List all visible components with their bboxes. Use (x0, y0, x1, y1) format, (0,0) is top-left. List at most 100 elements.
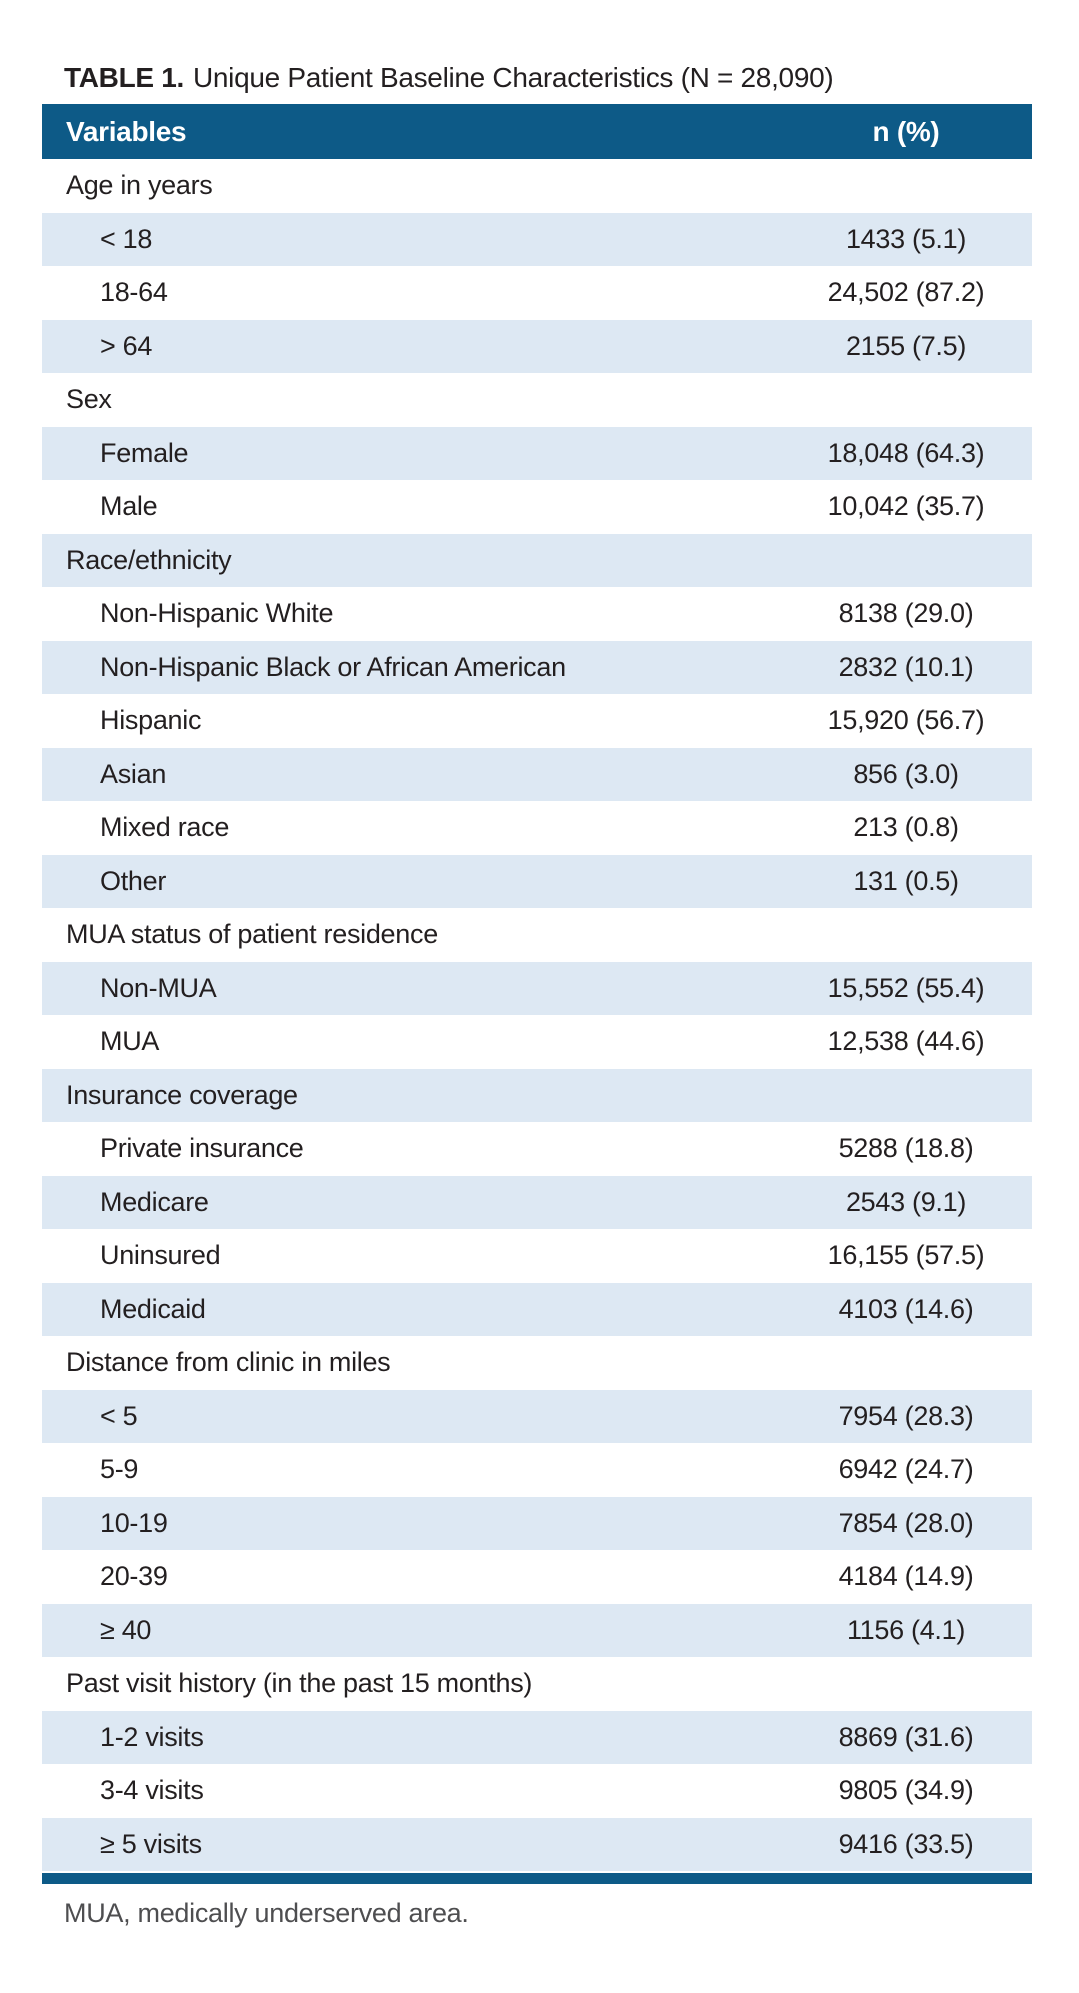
row-value: 2155 (7.5) (845, 330, 967, 361)
row-value: 7854 (28.0) (838, 1507, 974, 1538)
table-row: Medicare 2543 (9.1) (42, 1175, 1032, 1229)
row-label: Non-Hispanic Black or African American (100, 651, 566, 682)
table-row: < 5 7954 (28.3) (42, 1389, 1032, 1443)
row-label: Sex (66, 384, 112, 415)
table-row: 3-4 visits 9805 (34.9) (42, 1764, 1032, 1818)
row-value: 24,502 (87.2) (827, 277, 985, 308)
row-value: 15,920 (56.7) (827, 705, 985, 736)
row-value: 2832 (10.1) (838, 651, 974, 682)
row-value: 9805 (34.9) (838, 1775, 974, 1806)
row-label: Hispanic (100, 705, 202, 736)
row-label: Male (100, 491, 158, 522)
row-label: Medicaid (100, 1293, 206, 1324)
row-label: 20-39 (100, 1561, 168, 1592)
row-label: Non-MUA (100, 972, 217, 1003)
table-row: 10-19 7854 (28.0) (42, 1496, 1032, 1550)
row-label: MUA (100, 1026, 160, 1057)
table-bottom-rule (42, 1873, 1032, 1884)
row-label: Asian (100, 758, 167, 789)
row-label: Race/ethnicity (66, 544, 232, 575)
row-label: > 64 (100, 330, 153, 361)
row-label: Insurance coverage (66, 1079, 298, 1110)
row-label: Female (100, 437, 189, 468)
table-row: Mixed race 213 (0.8) (42, 801, 1032, 855)
row-label: < 18 (100, 223, 153, 254)
row-value: 4103 (14.6) (838, 1293, 974, 1324)
table-row: Non-Hispanic White 8138 (29.0) (42, 587, 1032, 641)
table-row: Non-Hispanic Black or African American 2… (42, 640, 1032, 694)
row-label: 1-2 visits (100, 1721, 204, 1752)
footnote: MUA, medically underserved area. (64, 1898, 469, 1928)
table-row: Female 18,048 (64.3) (42, 426, 1032, 480)
column-header-variables: Variables (66, 115, 187, 147)
table-row: Past visit history (in the past 15 month… (42, 1657, 1032, 1711)
table-row: Hispanic 15,920 (56.7) (42, 694, 1032, 748)
row-value: 213 (0.8) (853, 812, 959, 843)
row-value: 12,538 (44.6) (827, 1026, 985, 1057)
row-label: ≥ 40 (100, 1614, 152, 1645)
row-value: 8869 (31.6) (838, 1721, 974, 1752)
table-row: < 18 1433 (5.1) (42, 212, 1032, 266)
row-value: 10,042 (35.7) (827, 491, 985, 522)
table-row: ≥ 40 1156 (4.1) (42, 1603, 1032, 1657)
row-value: 7954 (28.3) (838, 1400, 974, 1431)
table-row: MUA status of patient residence (42, 908, 1032, 962)
table-row: > 64 2155 (7.5) (42, 319, 1032, 373)
row-label: MUA status of patient residence (66, 919, 438, 950)
table-row: Sex (42, 373, 1032, 427)
table-row: ≥ 5 visits 9416 (33.5) (42, 1817, 1032, 1871)
table-row: 20-39 4184 (14.9) (42, 1550, 1032, 1604)
table-row: Non-MUA 15,552 (55.4) (42, 961, 1032, 1015)
table-row: 5-9 6942 (24.7) (42, 1443, 1032, 1497)
table-row: Asian 856 (3.0) (42, 747, 1032, 801)
row-value: 2543 (9.1) (845, 1186, 967, 1217)
table-row: Medicaid 4103 (14.6) (42, 1282, 1032, 1336)
column-header-n-percent: n (%) (872, 115, 940, 147)
row-label: 18-64 (100, 277, 168, 308)
row-value: 15,552 (55.4) (827, 972, 985, 1003)
row-label: < 5 (100, 1400, 138, 1431)
table-body: Age in years < 18 1433 (5.1) 18-64 24,50… (42, 159, 1032, 1871)
row-label: 10-19 (100, 1507, 168, 1538)
row-label: Private insurance (100, 1133, 304, 1164)
row-label: Distance from clinic in miles (66, 1347, 391, 1378)
row-value: 8138 (29.0) (838, 598, 974, 629)
row-label: ≥ 5 visits (100, 1828, 202, 1859)
row-label: Age in years (66, 170, 213, 201)
row-value: 6942 (24.7) (838, 1454, 974, 1485)
row-value: 5288 (18.8) (838, 1133, 974, 1164)
row-label: Other (100, 865, 167, 896)
table-title-label: TABLE 1. (64, 62, 184, 93)
row-label: Uninsured (100, 1240, 221, 1271)
row-label: Non-Hispanic White (100, 598, 334, 629)
table-row: Distance from clinic in miles (42, 1336, 1032, 1390)
row-value: 16,155 (57.5) (827, 1240, 985, 1271)
table-row: 1-2 visits 8869 (31.6) (42, 1710, 1032, 1764)
table-row: 18-64 24,502 (87.2) (42, 266, 1032, 320)
table-row: Uninsured 16,155 (57.5) (42, 1229, 1032, 1283)
row-label: 5-9 (100, 1454, 139, 1485)
table-row: Insurance coverage (42, 1068, 1032, 1122)
row-value: 1433 (5.1) (845, 223, 967, 254)
row-label: Mixed race (100, 812, 230, 843)
table-row: Male 10,042 (35.7) (42, 480, 1032, 534)
baseline-characteristics-table: Variables n (%) Age in years < 18 1433 (… (42, 104, 1032, 1884)
table-title-text: Unique Patient Baseline Characteristics … (192, 62, 834, 93)
row-value: 9416 (33.5) (838, 1828, 974, 1859)
table-row: MUA 12,538 (44.6) (42, 1015, 1032, 1069)
table-row: Race/ethnicity (42, 533, 1032, 587)
row-label: Medicare (100, 1186, 209, 1217)
row-value: 18,048 (64.3) (827, 437, 985, 468)
row-value: 4184 (14.9) (838, 1561, 974, 1592)
table-header-row: Variables n (%) (42, 104, 1032, 159)
row-label: 3-4 visits (100, 1775, 204, 1806)
table-row: Age in years (42, 159, 1032, 213)
table-row: Other 131 (0.5) (42, 854, 1032, 908)
row-value: 856 (3.0) (853, 758, 959, 789)
row-label: Past visit history (in the past 15 month… (66, 1668, 533, 1699)
row-value: 131 (0.5) (853, 865, 959, 896)
table-row: Private insurance 5288 (18.8) (42, 1122, 1032, 1176)
table-title: TABLE 1. Unique Patient Baseline Characte… (64, 62, 834, 94)
row-value: 1156 (4.1) (846, 1614, 966, 1645)
